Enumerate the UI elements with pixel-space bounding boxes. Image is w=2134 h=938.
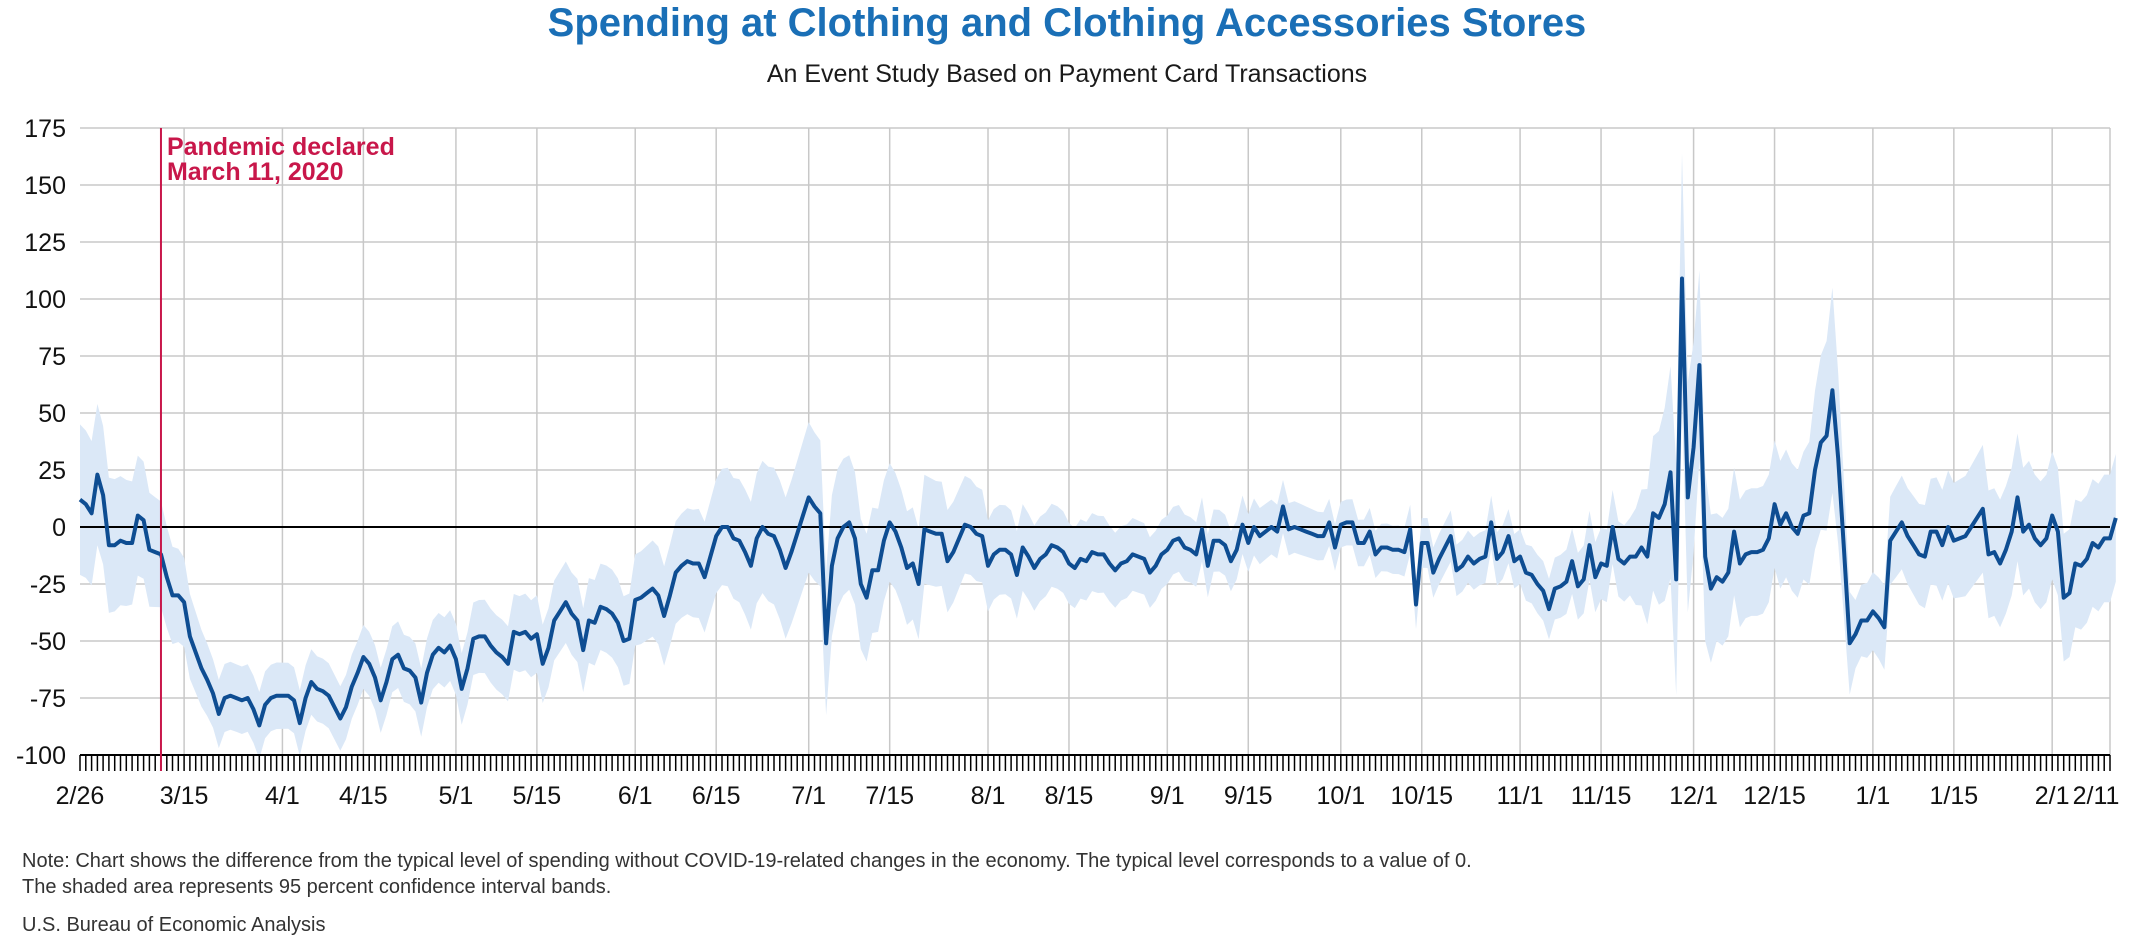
x-tick-label: 9/1 [1150,782,1185,810]
x-tick-label: 12/1 [1669,782,1718,810]
x-tick-label: 7/15 [865,782,914,810]
y-tick-label: -25 [30,571,66,599]
annotation-label-line-1: Pandemic declared [167,133,395,161]
annotation-label-line-2: March 11, 2020 [167,158,344,186]
y-tick-label: -100 [16,742,66,770]
x-tick-label: 2/1 [2035,782,2070,810]
x-tick-label: 7/1 [791,782,826,810]
source-credit: U.S. Bureau of Economic Analysis [22,914,326,936]
x-tick-label: 11/1 [1497,782,1544,810]
note-line-2: The shaded area represents 95 percent co… [22,876,612,898]
x-tick-label: 11/15 [1571,782,1632,810]
x-tick-label: 6/15 [692,782,741,810]
y-tick-label: 125 [24,229,66,257]
x-tick-label: 5/1 [439,782,474,810]
series-line [78,276,2118,728]
y-tick-label: 150 [24,172,66,200]
x-tick-label: 4/15 [339,782,388,810]
note-line-1: Note: Chart shows the difference from th… [22,850,1472,872]
x-tick-label: 12/15 [1743,782,1806,810]
tick-labels: 175 150 125 100 75 50 25 0 -25 -50 -75 -100 2/26 3/15… [16,115,2119,810]
x-tick-label: 2/26 [56,782,105,810]
x-tick-label: 8/15 [1045,782,1094,810]
x-tick-label: 5/15 [513,782,562,810]
confidence-band-layer [80,153,2116,759]
y-tick-label: 75 [38,343,66,371]
y-tick-label: 175 [24,115,66,143]
chart-title: Spending at Clothing and Clothing Access… [547,1,1587,45]
x-tick-label: 2/11 [2073,782,2120,810]
x-tick-label: 9/15 [1224,782,1273,810]
x-tick-label: 4/1 [265,782,300,810]
y-tick-label: 25 [38,457,66,485]
x-tick-label: 1/1 [1855,782,1890,810]
x-axis [79,754,2111,771]
x-tick-label: 10/1 [1316,782,1365,810]
y-tick-label: 0 [52,514,66,542]
y-tick-label: 50 [38,400,66,428]
x-tick-label: 1/15 [1930,782,1979,810]
series-line-layer [78,276,2118,728]
x-tick-label: 3/15 [160,782,209,810]
x-tick-label: 10/15 [1390,782,1453,810]
chart-subtitle: An Event Study Based on Payment Card Tra… [766,60,1368,88]
x-tick-label: 6/1 [618,782,653,810]
x-tick-label: 8/1 [971,782,1006,810]
y-tick-label: 100 [24,286,66,314]
y-tick-label: -50 [30,628,66,656]
chart-note: Note: Chart shows the difference from th… [22,848,1472,900]
y-tick-label: -75 [30,685,66,713]
confidence-band [80,153,2116,759]
